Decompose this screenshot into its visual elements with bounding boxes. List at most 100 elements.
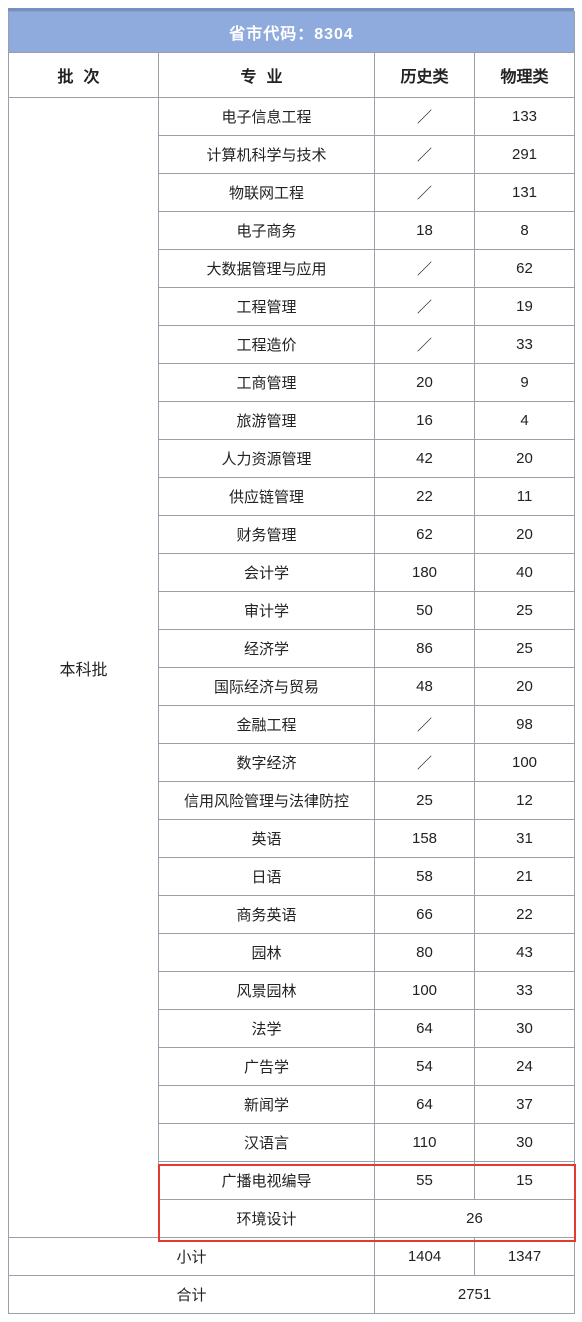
cell-major: 商务英语 [159, 896, 375, 934]
cell-physics: 62 [475, 250, 575, 288]
title-row: 省市代码：8304 [9, 12, 575, 53]
total-label: 合计 [9, 1276, 375, 1314]
cell-physics: 30 [475, 1124, 575, 1162]
cell-physics: 8 [475, 212, 575, 250]
cell-history: 55 [375, 1162, 475, 1200]
cell-physics: 20 [475, 516, 575, 554]
cell-major: 工程管理 [159, 288, 375, 326]
subtotal-label: 小计 [9, 1238, 375, 1276]
cell-physics: 43 [475, 934, 575, 972]
table-title: 省市代码：8304 [9, 12, 575, 53]
cell-physics: 31 [475, 820, 575, 858]
cell-major: 人力资源管理 [159, 440, 375, 478]
cell-major: 经济学 [159, 630, 375, 668]
cell-history: 66 [375, 896, 475, 934]
cell-history: ／ [375, 326, 475, 364]
cell-history: 64 [375, 1010, 475, 1048]
cell-major: 环境设计 [159, 1200, 375, 1238]
cell-physics: 98 [475, 706, 575, 744]
cell-merged: 26 [375, 1200, 575, 1238]
cell-major: 工程造价 [159, 326, 375, 364]
cell-history: 18 [375, 212, 475, 250]
cell-history: ／ [375, 98, 475, 136]
cell-major: 电子信息工程 [159, 98, 375, 136]
cell-history: 58 [375, 858, 475, 896]
cell-major: 广播电视编导 [159, 1162, 375, 1200]
cell-history: 16 [375, 402, 475, 440]
cell-major: 国际经济与贸易 [159, 668, 375, 706]
cell-history: 158 [375, 820, 475, 858]
cell-history: 100 [375, 972, 475, 1010]
cell-history: 180 [375, 554, 475, 592]
cell-physics: 19 [475, 288, 575, 326]
col-major: 专业 [159, 53, 375, 98]
cell-major: 新闻学 [159, 1086, 375, 1124]
cell-major: 财务管理 [159, 516, 375, 554]
cell-history: 20 [375, 364, 475, 402]
table-container: 省市代码：8304 批次 专业 历史类 物理类 本科批电子信息工程／133计算机… [8, 8, 574, 1314]
cell-history: 50 [375, 592, 475, 630]
cell-history: 42 [375, 440, 475, 478]
cell-major: 大数据管理与应用 [159, 250, 375, 288]
total-row: 合计2751 [9, 1276, 575, 1314]
cell-history: ／ [375, 174, 475, 212]
cell-major: 电子商务 [159, 212, 375, 250]
cell-major: 物联网工程 [159, 174, 375, 212]
cell-physics: 40 [475, 554, 575, 592]
cell-physics: 33 [475, 972, 575, 1010]
cell-major: 工商管理 [159, 364, 375, 402]
header-row: 批次 专业 历史类 物理类 [9, 53, 575, 98]
cell-major: 供应链管理 [159, 478, 375, 516]
cell-history: 48 [375, 668, 475, 706]
cell-major: 法学 [159, 1010, 375, 1048]
cell-history: 110 [375, 1124, 475, 1162]
cell-physics: 21 [475, 858, 575, 896]
cell-physics: 24 [475, 1048, 575, 1086]
cell-physics: 15 [475, 1162, 575, 1200]
subtotal-history: 1404 [375, 1238, 475, 1276]
cell-major: 旅游管理 [159, 402, 375, 440]
cell-physics: 11 [475, 478, 575, 516]
cell-physics: 20 [475, 440, 575, 478]
cell-history: 86 [375, 630, 475, 668]
cell-physics: 291 [475, 136, 575, 174]
cell-major: 会计学 [159, 554, 375, 592]
table-row: 本科批电子信息工程／133 [9, 98, 575, 136]
cell-history: 22 [375, 478, 475, 516]
cell-history: ／ [375, 250, 475, 288]
cell-physics: 12 [475, 782, 575, 820]
cell-major: 日语 [159, 858, 375, 896]
cell-major: 信用风险管理与法律防控 [159, 782, 375, 820]
cell-physics: 100 [475, 744, 575, 782]
cell-history: 62 [375, 516, 475, 554]
cell-physics: 133 [475, 98, 575, 136]
cell-history: 80 [375, 934, 475, 972]
cell-major: 金融工程 [159, 706, 375, 744]
cell-physics: 25 [475, 630, 575, 668]
cell-major: 园林 [159, 934, 375, 972]
admission-table: 省市代码：8304 批次 专业 历史类 物理类 本科批电子信息工程／133计算机… [8, 11, 575, 1314]
col-physics: 物理类 [475, 53, 575, 98]
cell-major: 广告学 [159, 1048, 375, 1086]
cell-physics: 22 [475, 896, 575, 934]
cell-physics: 33 [475, 326, 575, 364]
cell-major: 风景园林 [159, 972, 375, 1010]
batch-cell: 本科批 [9, 98, 159, 1238]
cell-physics: 37 [475, 1086, 575, 1124]
cell-physics: 4 [475, 402, 575, 440]
cell-physics: 20 [475, 668, 575, 706]
cell-history: ／ [375, 288, 475, 326]
cell-history: ／ [375, 136, 475, 174]
subtotal-physics: 1347 [475, 1238, 575, 1276]
subtotal-row: 小计14041347 [9, 1238, 575, 1276]
cell-history: 25 [375, 782, 475, 820]
cell-history: ／ [375, 706, 475, 744]
cell-history: 64 [375, 1086, 475, 1124]
total-value: 2751 [375, 1276, 575, 1314]
col-batch: 批次 [9, 53, 159, 98]
cell-major: 审计学 [159, 592, 375, 630]
cell-major: 计算机科学与技术 [159, 136, 375, 174]
cell-major: 汉语言 [159, 1124, 375, 1162]
cell-major: 数字经济 [159, 744, 375, 782]
cell-major: 英语 [159, 820, 375, 858]
